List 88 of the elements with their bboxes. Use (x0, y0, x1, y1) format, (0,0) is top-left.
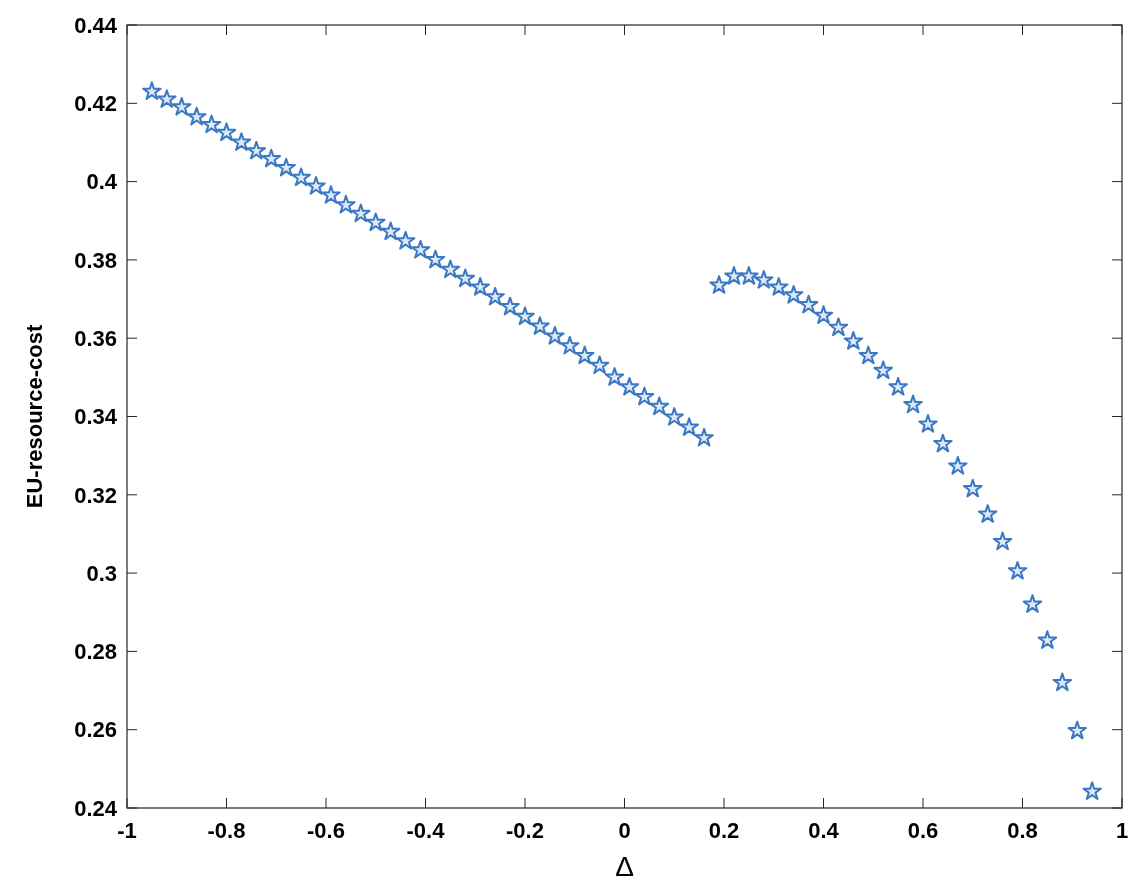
point (201, 114, 222, 134)
point (186, 106, 207, 126)
x-tick-label: 0.6 (907, 818, 939, 843)
x-tick-label: 1 (1115, 818, 1129, 843)
x-axis-title: Δ (615, 851, 634, 882)
point (380, 221, 401, 241)
point (783, 284, 804, 304)
x-tick-label: 0.8 (1007, 818, 1038, 843)
point (858, 345, 879, 365)
point (798, 294, 819, 314)
y-tick-label: 0.32 (74, 482, 117, 508)
point (694, 427, 714, 447)
y-tick-label: 0.44 (74, 12, 118, 38)
point (336, 194, 356, 214)
point (604, 367, 625, 386)
point (843, 331, 864, 350)
point (1052, 672, 1073, 692)
point (261, 148, 282, 168)
point (351, 203, 371, 223)
point (455, 268, 476, 288)
y-tick-label: 0.34 (74, 404, 118, 430)
point (679, 417, 699, 436)
y-tick-label: 0.28 (74, 639, 117, 665)
x-tick-label: -0.8 (207, 818, 246, 843)
point (888, 376, 908, 396)
point (918, 414, 938, 433)
y-tick-label: 0.36 (74, 325, 117, 351)
y-tick-label: 0.4 (86, 169, 118, 195)
y-tick-label: 0.24 (74, 795, 118, 821)
point (291, 167, 311, 187)
x-tick-label: -0.6 (307, 818, 345, 843)
point (963, 478, 983, 498)
x-tick-label: -1 (117, 818, 137, 843)
point (530, 316, 550, 335)
point (813, 305, 834, 324)
y-tick-label: 0.38 (74, 247, 117, 273)
point (828, 317, 849, 337)
point (1037, 630, 1058, 649)
point (485, 286, 505, 306)
y-tick-label: 0.3 (86, 560, 117, 586)
point (768, 277, 789, 296)
point (276, 157, 296, 177)
x-tick-label: 0.2 (708, 818, 740, 843)
point (366, 212, 386, 232)
y-tick-label: 0.26 (74, 717, 117, 743)
point (649, 396, 670, 416)
point (933, 433, 953, 453)
point (246, 140, 267, 160)
point (664, 407, 684, 426)
point (619, 376, 640, 396)
point (306, 176, 326, 195)
point (395, 230, 416, 250)
point (724, 266, 744, 285)
y-axis-title: EU-resource-cost (22, 324, 47, 509)
point (425, 249, 446, 269)
point (903, 394, 923, 414)
point (216, 122, 237, 142)
point (1007, 560, 1028, 580)
point (545, 326, 565, 345)
point (873, 360, 893, 380)
point (754, 270, 774, 289)
point (231, 132, 252, 151)
point (739, 266, 759, 285)
point (1022, 594, 1043, 613)
x-tick-label: 0 (618, 818, 631, 843)
point (560, 335, 580, 355)
point (470, 277, 490, 296)
point (142, 81, 162, 100)
point (321, 185, 341, 204)
point (157, 89, 177, 108)
point (410, 239, 431, 259)
x-tick-label: -0.2 (506, 818, 544, 843)
point (171, 97, 192, 116)
point (1082, 781, 1102, 800)
x-tick-label: -0.4 (406, 818, 446, 843)
point (515, 306, 535, 326)
point (948, 456, 968, 475)
point (574, 345, 595, 365)
point (992, 531, 1013, 551)
point (977, 504, 998, 523)
point (440, 259, 461, 279)
point (634, 386, 655, 406)
point (709, 275, 729, 294)
y-tick-label: 0.42 (74, 91, 117, 116)
point (1067, 720, 1087, 740)
x-tick-label: 0.4 (808, 818, 840, 843)
point (500, 296, 520, 316)
point (589, 355, 610, 375)
